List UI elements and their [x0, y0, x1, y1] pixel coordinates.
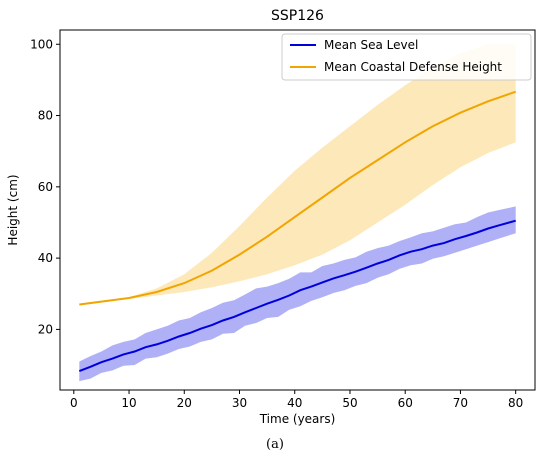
plot-frame: [59, 29, 536, 391]
line-mean-sea-level: [78, 219, 516, 373]
legend-label-mean-coastal-defense-height: Mean Coastal Defense Height: [324, 60, 502, 74]
band-mean-coastal-defense-height: [79, 44, 516, 305]
band-mean-sea-level: [79, 206, 516, 382]
chart: SSP126 0 10 20 30 40 50 60 70 80 20 40 60 80 100 Tim…: [6, 8, 536, 426]
x-tick-label: 30: [232, 396, 247, 410]
y-tick-label: 80: [38, 109, 53, 123]
y-tick-label: 40: [38, 251, 53, 265]
x-tick-label: 10: [121, 396, 136, 410]
x-tick-label: 0: [70, 396, 78, 410]
x-tick-label: 20: [177, 396, 192, 410]
x-tick-label: 50: [342, 396, 357, 410]
y-axis-ticks: 20 40 60 80 100: [30, 37, 60, 336]
series-lines: [78, 90, 517, 373]
x-axis-ticks: 0 10 20 30 40 50 60 70 80: [70, 390, 523, 410]
x-tick-label: 60: [398, 396, 413, 410]
x-tick-label: 70: [453, 396, 468, 410]
bands: [79, 44, 516, 382]
chart-title: SSP126: [271, 8, 324, 24]
x-tick-label: 80: [508, 396, 523, 410]
legend: Mean Sea Level Mean Coastal Defense Heig…: [281, 33, 532, 81]
line-mean-coastal-defense-height: [79, 90, 517, 306]
x-axis-label: Time (years): [259, 412, 336, 426]
y-tick-label: 100: [30, 37, 53, 51]
figure-caption: (a): [266, 437, 284, 452]
legend-label-mean-sea-level: Mean Sea Level: [324, 38, 418, 52]
legend-box: [281, 33, 532, 81]
x-tick-label: 40: [287, 396, 302, 410]
y-tick-label: 60: [38, 180, 53, 194]
y-tick-label: 20: [38, 322, 53, 336]
y-axis-label: Height (cm): [6, 174, 20, 245]
